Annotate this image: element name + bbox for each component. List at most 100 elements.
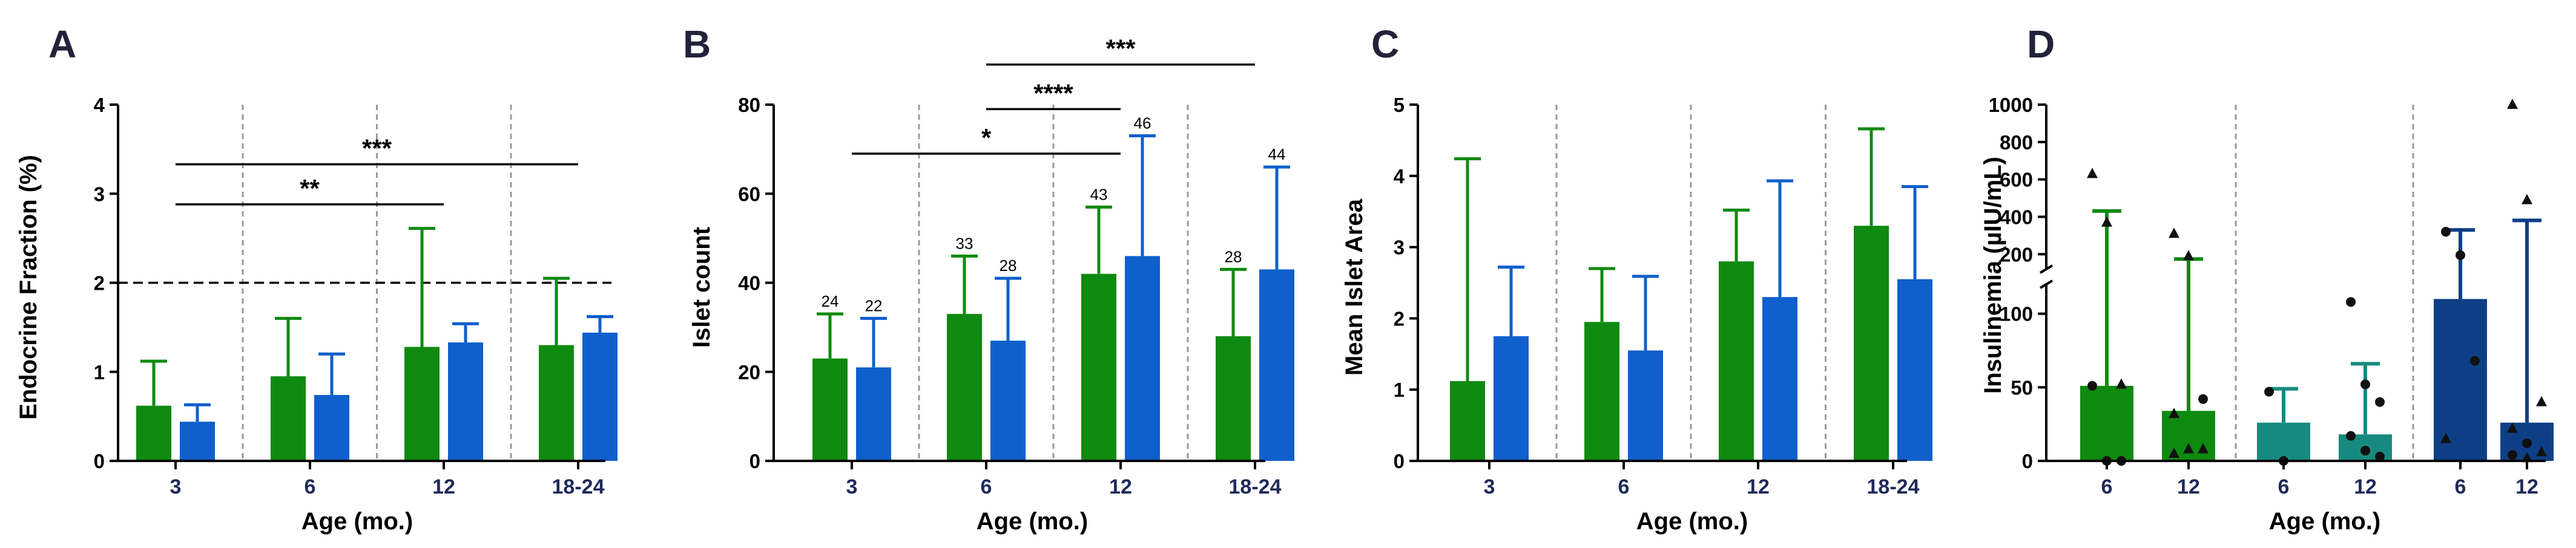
panel-c-xlabel: Age (mo.) — [1636, 508, 1748, 535]
panel-b-bar-blue — [856, 367, 891, 461]
panel-a-significance-label: ** — [300, 174, 320, 203]
panel-d-point-circle — [2360, 445, 2370, 455]
panel-c-y-tick-label: 4 — [1394, 165, 1405, 188]
panel-d-y-tick-label: 400 — [2000, 206, 2033, 228]
panel-d-point-circle — [2508, 450, 2517, 460]
panel-d-point-circle — [2375, 397, 2385, 407]
panel-c-y-tick-label: 3 — [1394, 236, 1405, 259]
panel-d-y-tick-label: 200 — [2000, 243, 2033, 266]
panel-b-significance-label: *** — [1105, 34, 1136, 63]
panel-letter-d: D — [2027, 22, 2055, 66]
panel-d-point-circle — [2360, 379, 2370, 390]
panel-letter-b: B — [683, 22, 711, 66]
panel-d-point-triangle — [2087, 168, 2098, 178]
panel-a-bar-green — [271, 376, 306, 461]
panel-letter-a: A — [48, 22, 76, 66]
panel-d-point-circle — [2198, 394, 2208, 404]
panel-b-bar-green — [1216, 336, 1251, 461]
panel-d-axis-break-mark — [2039, 279, 2054, 289]
panel-b-significance-label: **** — [1033, 79, 1073, 107]
panel-d-point-triangle — [2536, 396, 2547, 406]
panel-d-x-tick-label: 12 — [2177, 475, 2200, 498]
panel-c-bar-green — [1584, 322, 1619, 461]
panel-a-significance-label: *** — [362, 134, 392, 163]
panel-c-x-tick-label: 12 — [1747, 475, 1770, 498]
panel-b-bar-green — [812, 358, 848, 461]
panel-b-n-label: 44 — [1268, 145, 1286, 163]
panel-b-bar-blue — [990, 341, 1026, 461]
panel-c-bar-green — [1450, 381, 1485, 461]
panel-a-y-tick-label: 3 — [94, 183, 105, 205]
panel-b-bar-green — [1081, 273, 1116, 461]
panel-a-y-tick-label: 0 — [94, 450, 105, 472]
panel-d-x-tick-label: 12 — [2354, 475, 2377, 498]
panel-a-y-tick-label: 1 — [94, 361, 105, 383]
panel-b-significance-label: * — [981, 123, 992, 152]
panel-c-y-tick-label: 2 — [1394, 307, 1405, 330]
panel-c-bar-blue — [1628, 350, 1663, 461]
panel-d-point-circle — [2346, 297, 2356, 307]
panel-b-x-tick-label: 3 — [846, 475, 858, 498]
panel-d-point-circle — [2346, 431, 2356, 441]
panel-a-x-tick-label: 3 — [170, 475, 182, 498]
panel-b-n-label: 28 — [1225, 247, 1242, 266]
panel-d-point-triangle — [2522, 194, 2532, 204]
panel-d-y-tick-label: 1000 — [1989, 94, 2033, 116]
panel-b-x-tick-label: 6 — [981, 475, 992, 498]
panel-c-x-tick-label: 3 — [1484, 475, 1495, 498]
panel-d-point-triangle — [2169, 227, 2179, 238]
panel-d-point-triangle — [2522, 452, 2532, 463]
panel-c-ylabel: Mean Islet Area — [1341, 198, 1368, 376]
panel-d-x-tick-label: 6 — [2455, 475, 2466, 498]
panel-d-x-tick-label: 12 — [2515, 475, 2538, 498]
panel-d-point-circle — [2375, 451, 2385, 462]
panel-d-point-triangle — [2183, 250, 2194, 261]
panel-b-y-tick-label: 20 — [738, 361, 760, 383]
panel-d-bar-navy — [2434, 299, 2487, 461]
panel-b-bar-blue — [1125, 256, 1160, 461]
panel-a-x-tick-label: 6 — [305, 475, 316, 498]
panel-c-x-tick-label: 18-24 — [1867, 475, 1920, 498]
panel-d-point-triangle — [2169, 447, 2179, 458]
panel-c-bar-blue — [1897, 279, 1932, 461]
panel-a-y-tick-label: 2 — [94, 272, 105, 295]
panel-c-bar-green — [1854, 226, 1889, 461]
panel-d-y-tick-label: 800 — [2000, 131, 2033, 154]
panel-d-point-triangle — [2116, 378, 2127, 389]
panel-d-point-triangle — [2536, 446, 2547, 457]
panel-d-point-circle — [2470, 356, 2480, 366]
panel-b-bar-green — [947, 314, 982, 461]
panel-b-y-tick-label: 40 — [738, 272, 760, 295]
panel-d-axis-break-mark — [2039, 264, 2054, 274]
panel-d-point-circle — [2264, 387, 2274, 397]
panel-a-bar-blue — [314, 395, 349, 461]
panel-a-ylabel: Endocrine Fraction (%) — [15, 155, 42, 420]
panel-b-ylabel: Islet count — [688, 227, 715, 348]
panel-a-bar-green — [404, 347, 440, 461]
panel-a-y-tick-label: 4 — [94, 94, 105, 116]
panel-d-y-tick-label: 100 — [2000, 303, 2033, 325]
panel-a-bar-green — [539, 345, 574, 461]
panel-c-bar-blue — [1494, 336, 1529, 461]
panel-d-point-triangle — [2507, 422, 2518, 433]
panel-a-bar-green — [136, 405, 171, 461]
panel-d-bar-green — [2162, 411, 2215, 461]
panel-d-bar-teal — [2257, 422, 2310, 461]
panel-c-y-tick-label: 0 — [1394, 450, 1405, 472]
panel-b-n-label: 24 — [822, 292, 839, 310]
panel-a-x-tick-label: 12 — [432, 475, 455, 498]
panel-d-xlabel: Age (mo.) — [2269, 508, 2380, 535]
panel-b-xlabel: Age (mo.) — [977, 508, 1088, 535]
panel-c-bar-blue — [1762, 297, 1797, 461]
panel-d-point-triangle — [2198, 443, 2209, 454]
panel-a-bar-blue — [448, 342, 483, 461]
panel-c-x-tick-label: 6 — [1618, 475, 1630, 498]
panel-d-point-triangle — [2101, 216, 2112, 227]
panel-d-bar-green — [2080, 385, 2133, 461]
panel-d-plot: 6 12 6 12 6 12 0 50 100 200 400 600 800 1000 — [1989, 94, 2554, 498]
panel-d-point-triangle — [2183, 443, 2194, 454]
panel-d-point-circle — [2087, 380, 2097, 391]
